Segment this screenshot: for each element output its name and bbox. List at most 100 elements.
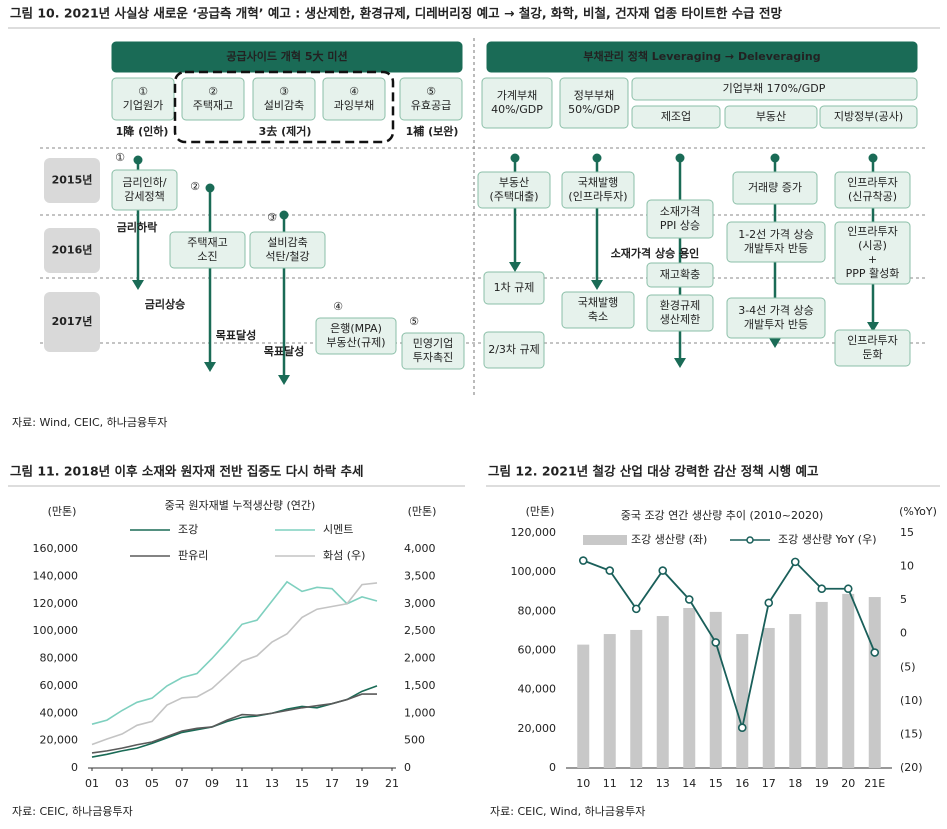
box-text: 40%/GDP (491, 103, 543, 116)
box-text: 부동산(규제) (326, 336, 385, 349)
x-tick-label: 16 (735, 777, 749, 790)
y-tick-label: 100,000 (33, 624, 79, 637)
point (737, 723, 747, 733)
year-box (44, 292, 100, 352)
event-box (169, 231, 246, 269)
point (684, 595, 694, 604)
box-text: 3-4선 가격 상승 (738, 304, 814, 317)
year-text: 2015년 (52, 173, 93, 187)
x-tick-label: 01 (85, 777, 99, 790)
event-box (646, 262, 714, 288)
box-text: 1-2선 가격 상승 (738, 228, 814, 241)
x-tick-label: 11 (235, 777, 249, 790)
bar (868, 597, 881, 768)
bar (736, 634, 749, 768)
y-tick-label: 140,000 (33, 569, 79, 582)
box-text: 민영기업 (413, 337, 453, 350)
x-tick-label: 19 (815, 777, 829, 790)
bar (762, 627, 775, 768)
point (764, 598, 774, 608)
event-box (726, 221, 826, 263)
event-box (646, 199, 714, 239)
timeline-arrow (132, 280, 144, 290)
x-tick-label: 13 (656, 777, 670, 790)
legend-swatch (583, 535, 627, 545)
y-tick-label: 80,000 (518, 604, 557, 617)
point (790, 557, 800, 567)
y2-tick-label: 0 (900, 627, 907, 640)
bar (842, 593, 855, 768)
point (817, 584, 827, 594)
y2-tick-label: 500 (404, 734, 425, 747)
bar (577, 644, 590, 768)
point (605, 566, 615, 575)
x-tick-label: 14 (682, 777, 696, 790)
box-text: 부동산 (499, 176, 529, 189)
y-tick-label: 20,000 (40, 734, 79, 747)
box-text: 감세정책 (124, 190, 164, 203)
y-tick-label: 160,000 (33, 542, 79, 555)
box-text: (시공) (858, 239, 887, 252)
y-tick-label: 60,000 (40, 679, 79, 692)
point (870, 648, 880, 657)
event-box (483, 271, 545, 305)
bar (683, 608, 696, 768)
axis-label: (만톤) (408, 505, 437, 518)
box-text: 은행(MPA) (330, 322, 382, 335)
box-text: (인프라투자) (568, 190, 627, 203)
chart-title: 중국 원자재별 누적생산량 (연간) (165, 499, 316, 512)
y2-tick-label: (20) (900, 761, 923, 774)
legend-label: 조강 생산량 (좌) (631, 533, 707, 546)
legend-swatch (746, 536, 754, 544)
y2-tick-label: (15) (900, 727, 923, 740)
x-tick-label: 09 (205, 777, 219, 790)
box-text: 인프라투자 (847, 334, 898, 347)
box-text: 2/3차 규제 (488, 343, 540, 356)
point (631, 604, 641, 614)
x-tick-label: 03 (115, 777, 129, 790)
bar (815, 601, 828, 768)
y2-tick-label: (10) (900, 694, 923, 707)
box-text: 인프라투자 (847, 225, 898, 238)
y-tick-label: 120,000 (511, 526, 557, 539)
series-line (91, 685, 378, 758)
x-tick-label: 17 (325, 777, 339, 790)
event-box (726, 297, 826, 339)
box-text: 소재가격 (660, 205, 700, 218)
box-text: PPP 활성화 (846, 266, 900, 280)
axis-label: (%YoY) (899, 505, 937, 518)
note: 목표달성 (264, 344, 304, 358)
x-tick-label: 21E (864, 777, 885, 790)
point (658, 566, 668, 575)
debt-box (559, 77, 629, 129)
y-tick-label: 80,000 (40, 652, 79, 665)
x-tick-label: 13 (265, 777, 279, 790)
timeline-dot (675, 153, 685, 163)
timeline-dot (770, 153, 780, 163)
header-text: 부채관리 정책 Leveraging → Deleveraging (583, 49, 820, 63)
x-tick-label: 10 (576, 777, 590, 790)
event-box (732, 171, 818, 205)
figure-title: 그림 12. 2021년 철강 산업 대상 강력한 감산 정책 시행 예고 (488, 464, 819, 479)
year-text: 2017년 (52, 314, 93, 328)
event-box (646, 294, 714, 332)
y2-tick-label: 10 (900, 560, 914, 573)
x-tick-label: 17 (762, 777, 776, 790)
event-box (315, 317, 397, 355)
x-tick-label: 19 (355, 777, 369, 790)
box-text: 축소 (588, 310, 608, 323)
timeline-dot (133, 155, 143, 165)
box-text: 환경규제 (660, 299, 700, 312)
note: 금리상승 (145, 297, 185, 311)
x-tick-label: 20 (841, 777, 855, 790)
year-text: 2016년 (52, 243, 93, 257)
box-text: 개발투자 반등 (744, 242, 808, 255)
y2-tick-label: 0 (404, 761, 411, 774)
bar (603, 634, 616, 768)
y2-tick-label: (5) (900, 660, 916, 673)
box-text: 과잉부채 (334, 99, 374, 112)
header-text: 공급사이드 개혁 5大 미션 (226, 49, 347, 63)
note: 금리하락 (117, 220, 157, 234)
source: 자료: CEIC, Wind, 하나금융투자 (490, 804, 645, 818)
